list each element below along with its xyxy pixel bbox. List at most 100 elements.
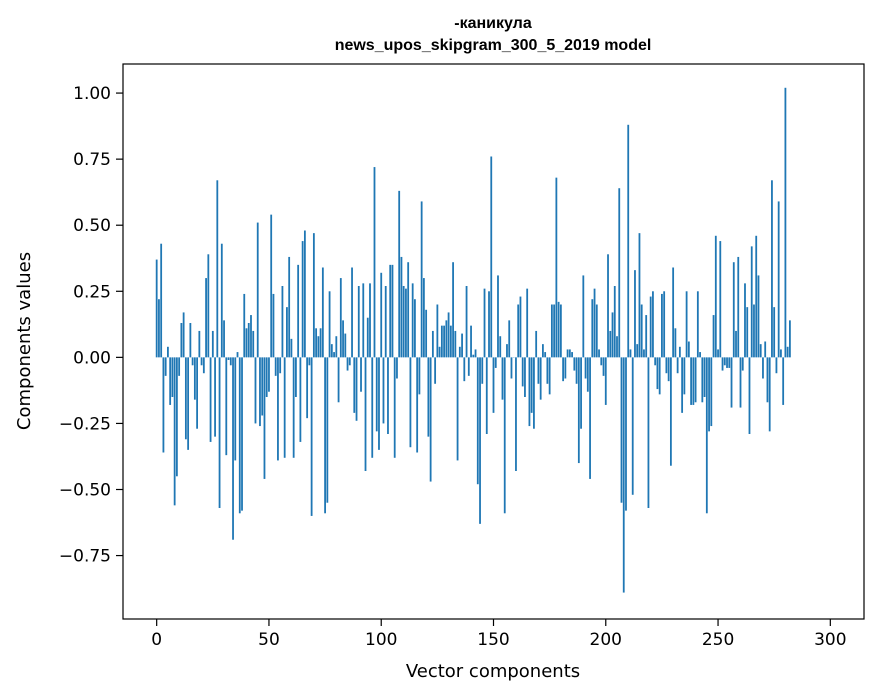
bar-250 [717, 349, 719, 358]
bar-247 [710, 357, 713, 427]
y-tick-label: −0.25 [59, 414, 111, 434]
y-axis: −0.75 −0.50 −0.25 0.00 0.25 0.50 0.75 1.00 [59, 84, 123, 567]
bar-243 [701, 357, 704, 403]
bar-88 [353, 357, 356, 413]
bars [155, 87, 791, 593]
bar-109 [400, 256, 403, 358]
x-tick-label: 200 [590, 630, 622, 650]
bar-207 [620, 357, 623, 503]
bar-76 [326, 357, 329, 503]
bar-246 [708, 357, 710, 432]
bar-16 [191, 357, 194, 366]
y-tick-label: −0.75 [59, 547, 111, 567]
bar-183 [566, 349, 569, 358]
bar-147 [485, 357, 488, 434]
x-tick-label: 0 [151, 630, 162, 650]
bar-253 [723, 357, 726, 366]
bar-151 [494, 357, 497, 368]
bar-40 [245, 328, 248, 358]
bar-139 [467, 357, 470, 376]
bar-157 [508, 320, 511, 358]
bar-28 [218, 357, 221, 508]
bar-120 [425, 309, 428, 358]
bar-26 [214, 357, 216, 437]
bar-226 [663, 291, 666, 358]
bar-137 [463, 357, 466, 382]
bar-1 [158, 299, 160, 358]
x-axis-label: Vector components [406, 661, 580, 682]
bar-38 [241, 357, 243, 511]
bar-187 [575, 357, 578, 384]
bar-96 [371, 357, 374, 458]
bar-124 [434, 357, 437, 384]
bar-112 [407, 262, 410, 358]
bar-10 [178, 357, 181, 376]
bar-73 [319, 328, 322, 358]
x-tick-label: 250 [702, 630, 734, 650]
y-tick-label: 0.00 [73, 348, 111, 368]
bar-129 [445, 320, 448, 358]
bar-214 [636, 344, 639, 358]
bar-165 [526, 288, 529, 358]
bar-104 [389, 264, 392, 358]
bar-223 [656, 357, 659, 390]
bar-86 [348, 357, 351, 366]
bar-203 [611, 312, 614, 358]
bar-12 [182, 312, 185, 358]
bar-248 [712, 315, 715, 358]
bar-217 [643, 349, 645, 358]
bar-37 [238, 357, 241, 514]
bar-238 [690, 357, 692, 405]
bar-179 [557, 301, 560, 358]
bar-180 [559, 304, 562, 358]
x-axis: 0 50 100 150 200 250 300 [151, 619, 847, 650]
bar-70 [312, 233, 315, 358]
bar-51 [270, 214, 273, 358]
bar-132 [452, 262, 454, 358]
bar-209 [625, 357, 627, 511]
bar-232 [676, 357, 679, 374]
bar-14 [187, 357, 190, 450]
bar-31 [225, 357, 228, 456]
bar-260 [739, 357, 742, 408]
bar-101 [382, 357, 385, 424]
bar-171 [539, 357, 542, 400]
bar-221 [652, 291, 654, 358]
bar-100 [380, 272, 383, 358]
bar-145 [481, 357, 484, 384]
bar-146 [483, 288, 486, 358]
bar-152 [497, 275, 499, 358]
bar-130 [447, 312, 450, 358]
bar-241 [696, 291, 699, 358]
bar-228 [667, 357, 670, 382]
bar-163 [521, 357, 524, 387]
bar-142 [474, 349, 477, 358]
y-tick-label: 0.50 [73, 216, 111, 236]
bar-199 [602, 357, 605, 376]
bar-80 [335, 336, 338, 358]
bar-170 [537, 357, 540, 384]
bar-245 [705, 357, 708, 514]
y-tick-label: 0.75 [73, 150, 111, 170]
bar-75 [324, 357, 326, 514]
bar-82 [339, 278, 342, 358]
bar-222 [654, 357, 657, 366]
bar-30 [223, 320, 225, 358]
bar-198 [600, 357, 603, 366]
bar-119 [422, 278, 425, 358]
bar-141 [472, 354, 475, 358]
bar-84 [344, 333, 347, 358]
bar-162 [519, 296, 522, 358]
bar-42 [250, 315, 252, 358]
bar-254 [726, 357, 728, 368]
y-tick-label: 0.25 [73, 282, 111, 302]
bar-56 [281, 286, 284, 358]
bar-35 [234, 357, 237, 461]
bar-271 [764, 341, 767, 358]
bar-67 [306, 357, 309, 419]
bar-55 [279, 357, 282, 374]
bar-52 [272, 293, 275, 358]
bar-175 [548, 357, 551, 395]
bar-154 [501, 357, 504, 400]
bar-227 [665, 357, 668, 374]
